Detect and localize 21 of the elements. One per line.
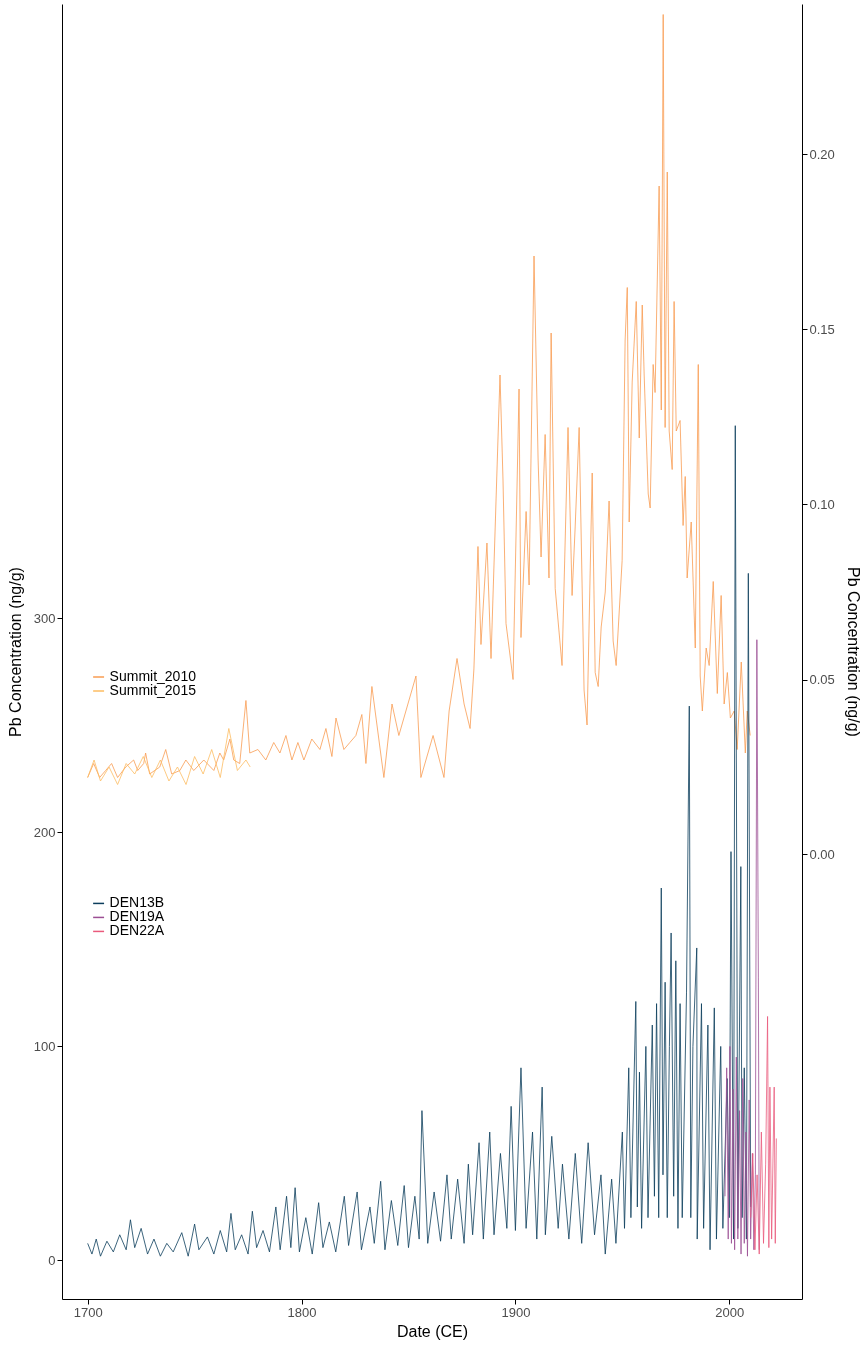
x-tick-label: 1700 xyxy=(73,1304,103,1320)
y-tick-label: 100 xyxy=(33,1038,56,1054)
y2-tick-label: 0.05 xyxy=(809,672,835,687)
y2-tick-label: 0.00 xyxy=(809,847,835,862)
y-tick-label: 200 xyxy=(33,824,56,840)
y2-tick-label: 0.20 xyxy=(809,147,835,162)
y-tick-label: 0 xyxy=(48,1252,56,1268)
y2-axis-title: Pb Concentration (ng/g) xyxy=(844,567,862,737)
y-axis-title: Pb Concentration (ng/g) xyxy=(6,567,24,737)
legend-label: DEN19A xyxy=(109,908,165,925)
legend-label: DEN13B xyxy=(109,894,165,911)
x-tick-label: 1800 xyxy=(287,1304,317,1320)
x-tick-label: 1900 xyxy=(501,1304,531,1320)
x-tick-label: 2000 xyxy=(715,1304,745,1320)
y2-tick-label: 0.10 xyxy=(809,497,835,512)
y2-tick-label: 0.15 xyxy=(809,322,835,337)
y-tick-label: 300 xyxy=(33,610,56,626)
legend-label: Summit_2010 xyxy=(109,668,197,684)
legend-label: Summit_2015 xyxy=(109,682,197,698)
x-axis-title: Date (CE) xyxy=(396,1322,469,1340)
legend-label: DEN22A xyxy=(109,922,165,939)
